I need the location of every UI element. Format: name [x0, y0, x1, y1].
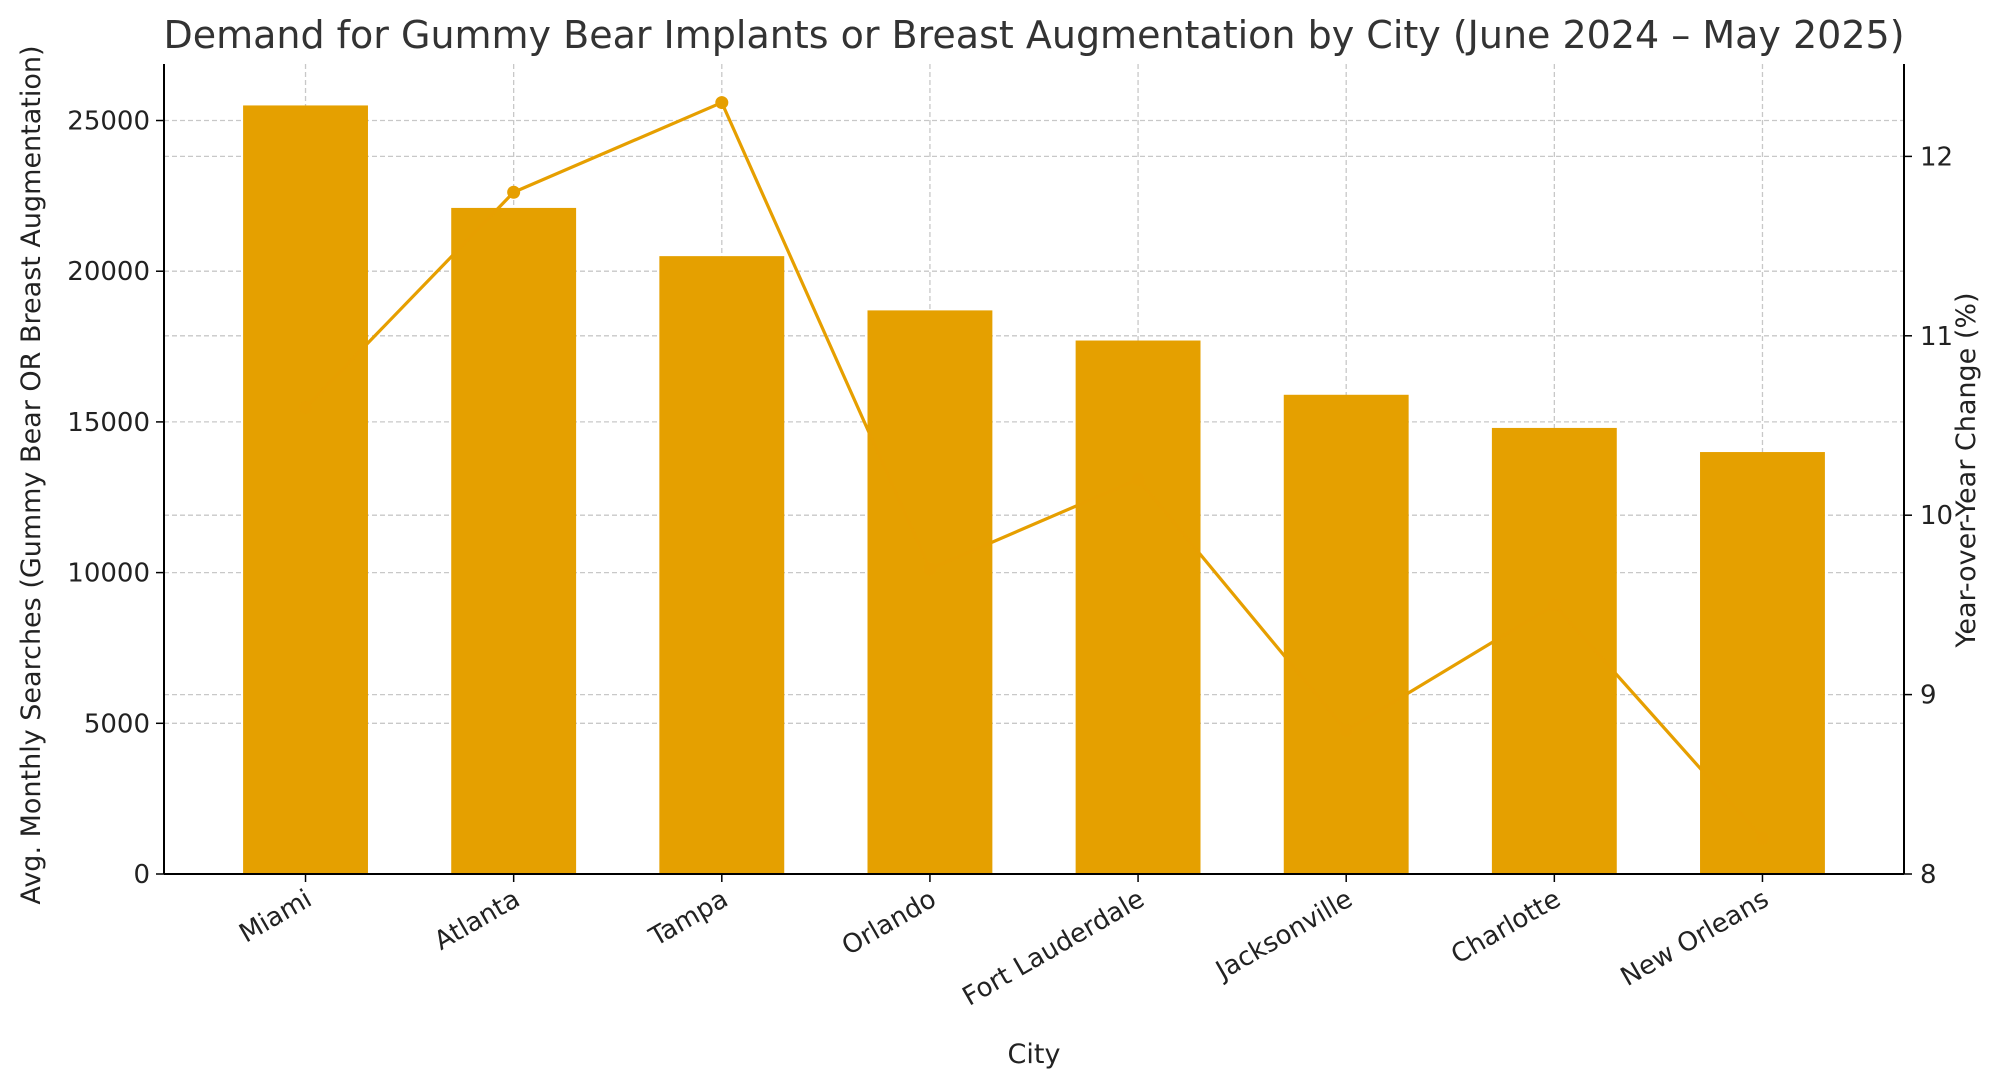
x-tick-label: Atlanta	[429, 884, 525, 957]
y-tick-label: 0	[133, 860, 150, 890]
y2-axis-label: Year-over-Year Change (%)	[1951, 292, 1982, 648]
x-tick-label: Miami	[234, 884, 317, 949]
y-tick-label: 5000	[84, 709, 150, 739]
grid	[164, 64, 1904, 875]
yoy-point	[1131, 472, 1145, 486]
y2-tick-label: 8	[1920, 860, 1937, 890]
y-tick-label: 15000	[67, 408, 150, 438]
x-axis-label: City	[1008, 1039, 1061, 1070]
x-tick-label: Tampa	[644, 884, 734, 953]
yoy-point	[715, 96, 729, 110]
bar-jacksonville	[1283, 394, 1409, 874]
x-tick-label: Orlando	[837, 884, 941, 962]
y-tick-label: 20000	[67, 257, 150, 287]
bars	[243, 105, 1825, 875]
line-series	[299, 96, 1769, 845]
x-tick-label: Charlotte	[1446, 884, 1566, 970]
bar-atlanta	[451, 207, 577, 875]
chart-title: Demand for Gummy Bear Implants or Breast…	[163, 13, 1904, 57]
yoy-point	[507, 185, 521, 199]
y-axis-label: Avg. Monthly Searches (Gummy Bear OR Bre…	[16, 45, 47, 904]
yoy-point	[299, 401, 313, 415]
y-tick-label: 10000	[67, 559, 150, 589]
yoy-point	[1339, 723, 1353, 737]
x-tick-label: Fort Lauderdale	[958, 884, 1150, 1012]
yoy-line	[304, 100, 1764, 840]
y2-tick-label: 11	[1920, 322, 1953, 352]
y2-tick-label: 12	[1920, 142, 1953, 172]
bar-orlando	[867, 310, 993, 874]
y2-tick-label: 10	[1920, 501, 1953, 531]
bar-tampa	[659, 256, 785, 874]
x-tick-label: Jacksonville	[1209, 884, 1357, 987]
bar-fort-lauderdale	[1075, 340, 1201, 874]
bar-charlotte	[1491, 427, 1617, 874]
yoy-point	[1755, 831, 1769, 845]
bar-miami	[243, 105, 368, 874]
bar-new-orleans	[1700, 452, 1825, 874]
y-tick-label: 25000	[67, 107, 150, 137]
yoy-point	[923, 562, 937, 576]
y2-tick-label: 9	[1920, 681, 1937, 711]
x-tick-label: New Orleans	[1616, 884, 1774, 993]
yoy-point	[1547, 598, 1561, 612]
